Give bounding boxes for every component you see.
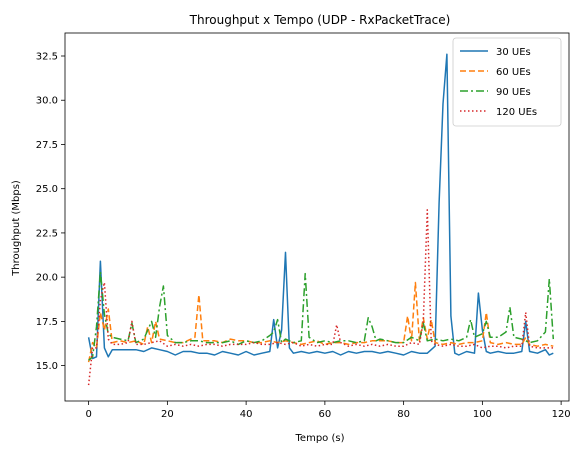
series-line-2	[88, 271, 555, 361]
y-tick-label: 25.0	[36, 184, 58, 195]
legend: 30 UEs 60 UEs 90 UEs 120 UEs	[452, 37, 562, 127]
legend-label: 90 UEs	[496, 87, 531, 98]
series-line-3	[87, 209, 554, 386]
x-tick-label: 80	[397, 409, 410, 420]
legend-label: 120 UEs	[496, 107, 537, 118]
x-tick-label: 0	[85, 409, 91, 420]
y-tick-label: 22.5	[36, 228, 58, 239]
legend-label: 60 UEs	[496, 67, 531, 78]
y-axis-label: Throughput (Mbps)	[11, 180, 22, 277]
legend-box	[452, 37, 562, 127]
y-tick-label: 30.0	[36, 96, 58, 107]
chart-title: Throughput x Tempo (UDP - RxPacketTrace)	[189, 13, 451, 27]
y-axis: 15.0 17.5 20.0 22.5 25.0 27.5 30.0 32.5	[36, 52, 65, 372]
plot-area	[64, 32, 570, 402]
x-tick-label: 120	[552, 409, 571, 420]
x-tick-label: 40	[240, 409, 253, 420]
y-tick-label: 17.5	[36, 317, 58, 328]
y-tick-label: 27.5	[36, 140, 58, 151]
x-axis-label: Tempo (s)	[295, 433, 345, 444]
legend-label: 30 UEs	[496, 47, 531, 58]
series-line-0	[87, 53, 554, 360]
series-line-1	[87, 281, 554, 363]
x-axis: 0 20 40 60 80 100 120	[85, 401, 571, 420]
y-tick-label: 15.0	[36, 361, 58, 372]
plot-frame	[64, 32, 570, 402]
y-tick-label: 32.5	[36, 52, 58, 63]
x-tick-label: 60	[319, 409, 332, 420]
x-tick-label: 20	[161, 409, 174, 420]
y-tick-label: 20.0	[36, 273, 58, 284]
x-tick-label: 100	[473, 409, 492, 420]
